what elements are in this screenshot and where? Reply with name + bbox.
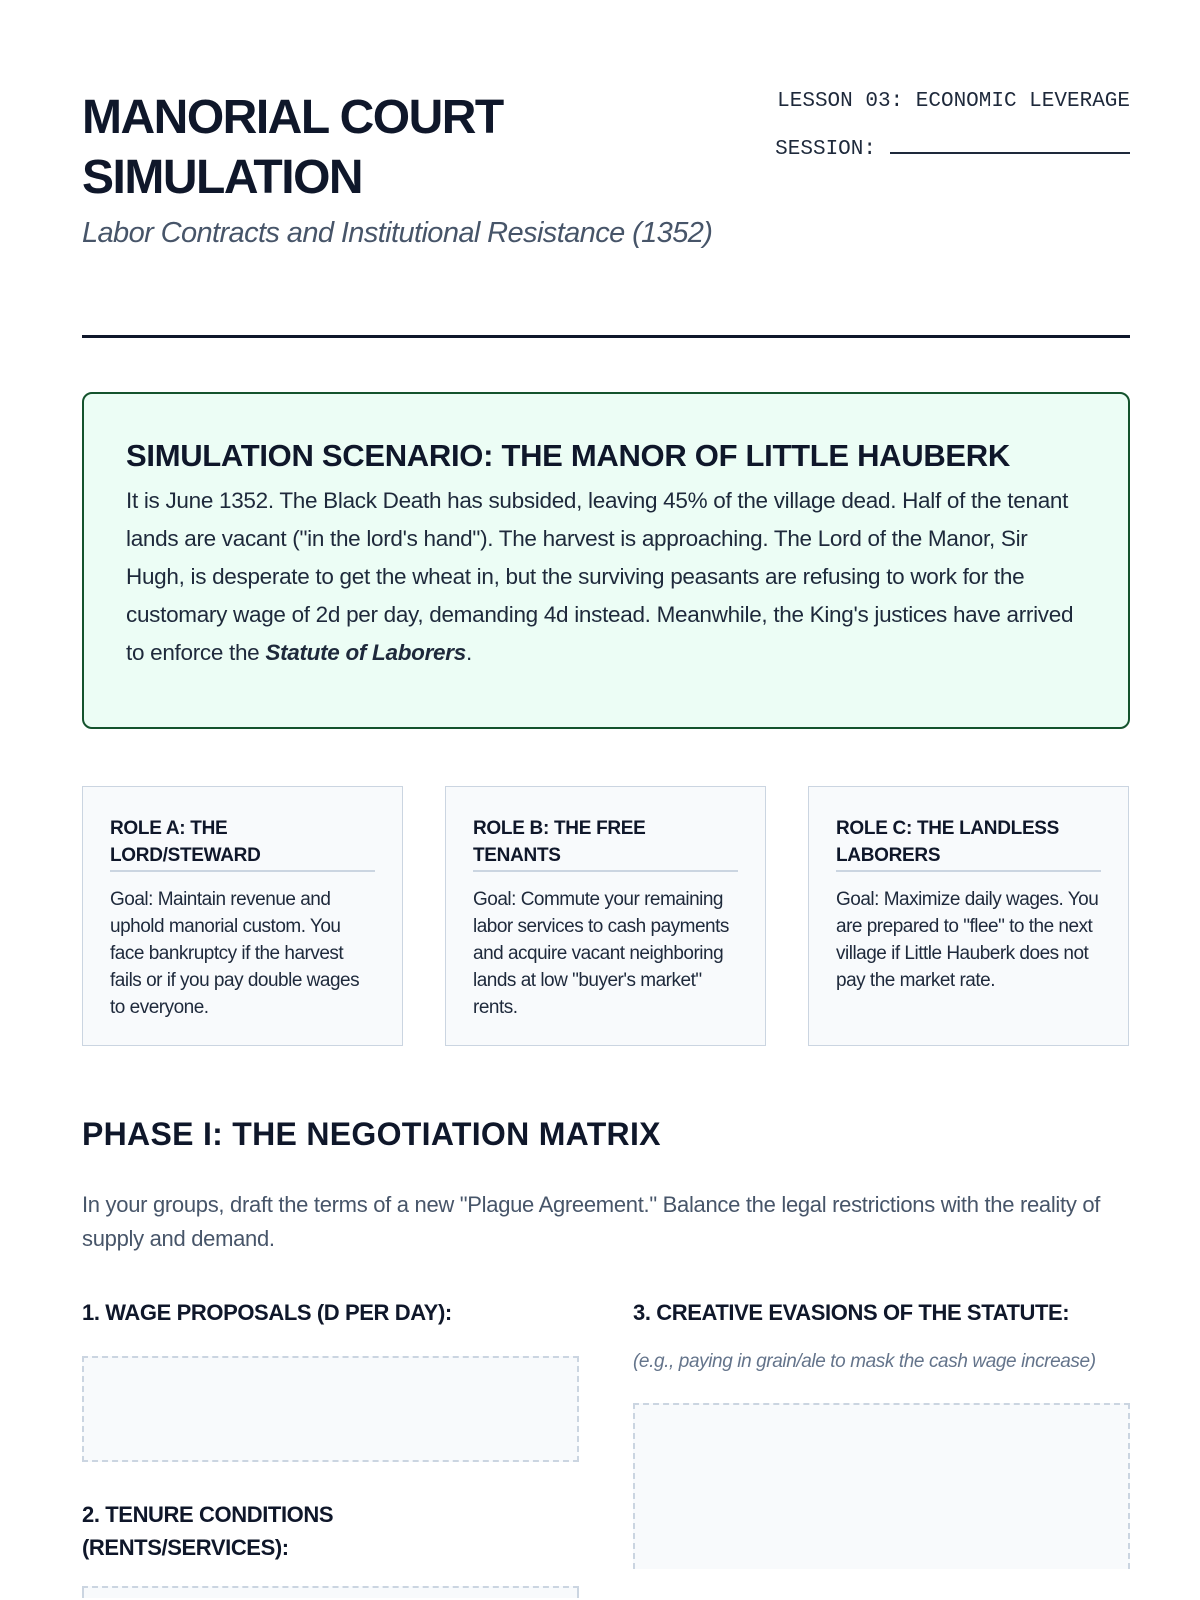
scenario-body: It is June 1352. The Black Death has sub… <box>126 482 1086 672</box>
creative-evasions-input[interactable] <box>633 1403 1130 1569</box>
phase-intro: In your groups, draft the terms of a new… <box>82 1192 1101 1251</box>
statute-emphasis: Statute of Laborers <box>265 640 466 665</box>
role-title: ROLE C: THE LANDLESS LABORERS <box>836 815 1101 872</box>
right-column: 3. CREATIVE EVASIONS OF THE STATUTE: (e.… <box>633 1296 1130 1569</box>
role-cards: ROLE A: THE LORD/STEWARD Goal: Maintain … <box>82 786 1130 1046</box>
scenario-end: . <box>465 640 472 665</box>
page-subtitle: Labor Contracts and Institutional Resist… <box>82 217 713 249</box>
header-divider <box>82 335 1130 338</box>
role-title: ROLE A: THE LORD/STEWARD <box>110 815 375 872</box>
role-goal: Goal: Commute your remaining labor servi… <box>473 889 729 1018</box>
page-title: MANORIAL COURT SIMULATION <box>82 91 504 204</box>
tenure-conditions-label: 2. TENURE CONDITIONS (RENTS/SERVICES): <box>82 1502 334 1560</box>
session-blank[interactable] <box>890 134 1130 154</box>
role-card-b: ROLE B: THE FREE TENANTS Goal: Commute y… <box>445 786 766 1046</box>
wage-proposals-input[interactable] <box>82 1356 579 1462</box>
creative-evasions-label: 3. CREATIVE EVASIONS OF THE STATUTE: <box>633 1300 1070 1325</box>
scenario-title: SIMULATION SCENARIO: THE MANOR OF LITTLE… <box>126 438 1010 473</box>
scenario-text: It is June 1352. The Black Death has sub… <box>126 488 1074 665</box>
role-card-c: ROLE C: THE LANDLESS LABORERS Goal: Maxi… <box>808 786 1129 1046</box>
tenure-conditions-input[interactable] <box>82 1586 579 1598</box>
lesson-label: LESSON 03: ECONOMIC LEVERAGE <box>777 90 1130 113</box>
wage-proposals-label: 1. WAGE PROPOSALS (D PER DAY): <box>82 1300 452 1325</box>
header: MANORIAL COURT SIMULATION Labor Contract… <box>82 88 1130 340</box>
role-goal: Goal: Maximize daily wages. You are prep… <box>836 889 1099 991</box>
role-title: ROLE B: THE FREE TENANTS <box>473 815 738 872</box>
phase-title: PHASE I: THE NEGOTIATION MATRIX <box>82 1116 661 1152</box>
role-card-a: ROLE A: THE LORD/STEWARD Goal: Maintain … <box>82 786 403 1046</box>
session-field: SESSION: <box>730 134 1130 164</box>
session-label: SESSION: <box>775 138 876 161</box>
scenario-box: SIMULATION SCENARIO: THE MANOR OF LITTLE… <box>82 392 1130 729</box>
left-column: 1. WAGE PROPOSALS (D PER DAY): 2. TENURE… <box>82 1296 579 1598</box>
creative-evasions-hint: (e.g., paying in grain/ale to mask the c… <box>633 1351 1096 1372</box>
lesson-meta: LESSON 03: ECONOMIC LEVERAGE SESSION: <box>730 88 1130 164</box>
role-goal: Goal: Maintain revenue and uphold manori… <box>110 889 360 1018</box>
